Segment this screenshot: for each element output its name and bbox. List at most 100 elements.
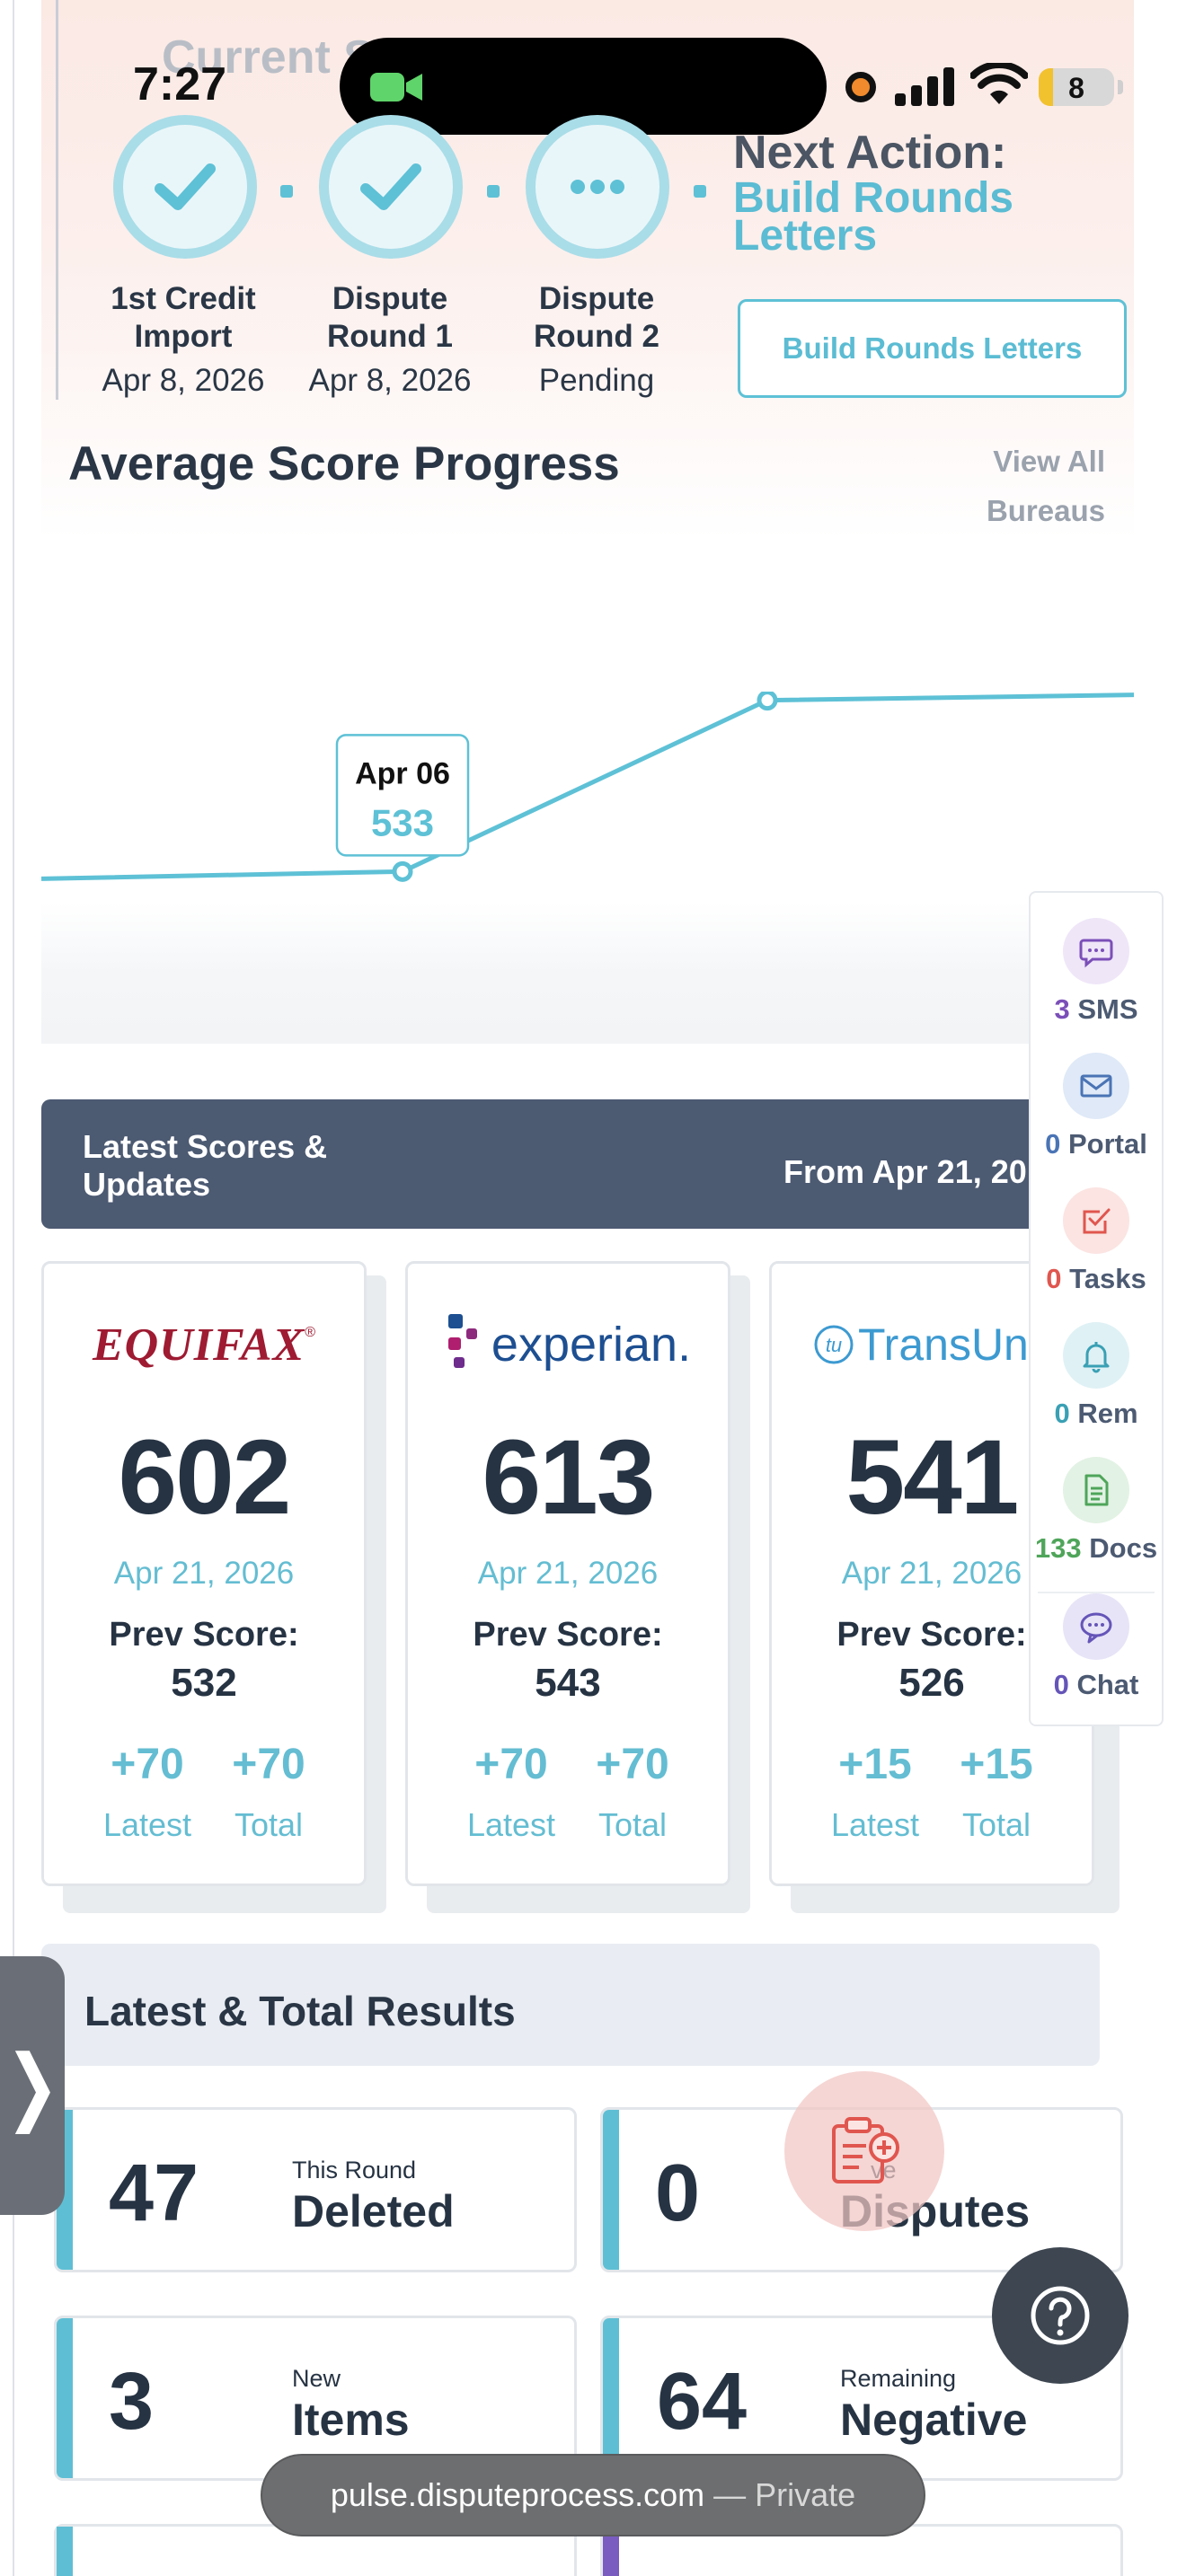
step-2-label: Dispute Round 1 xyxy=(327,281,453,354)
sidebar-expand-toggle[interactable]: ❭ xyxy=(0,1956,66,2215)
data-point[interactable] xyxy=(392,860,413,882)
build-rounds-letters-button[interactable]: Build Rounds Letters xyxy=(738,299,1127,398)
question-circle-icon xyxy=(1031,2286,1090,2345)
help-button[interactable] xyxy=(992,2247,1128,2384)
result-label: Deleted xyxy=(292,2186,455,2236)
docs-action[interactable]: 133 Docs xyxy=(1031,1457,1162,1565)
bureau-card-equifax[interactable]: EQUIFAX ® 602 Apr 21, 2026 Prev Score: 53… xyxy=(41,1261,367,1886)
sms-label: SMS xyxy=(1077,993,1138,1025)
step-connector xyxy=(487,185,500,198)
bureau-score-date: Apr 21, 2026 xyxy=(113,1556,295,1591)
results-title: Latest & Total Results xyxy=(84,1988,516,2034)
bureau-score: 613 xyxy=(482,1418,656,1537)
result-card-new-items[interactable]: 3 New Items xyxy=(54,2316,577,2481)
prev-score-label: Prev Score: xyxy=(473,1616,663,1654)
chat-label: Chat xyxy=(1076,1669,1139,1700)
result-card-deleted[interactable]: 47 This Round Deleted xyxy=(54,2107,577,2272)
battery-tip xyxy=(1118,80,1123,94)
prev-score-value: 526 xyxy=(898,1661,965,1705)
result-label: Items xyxy=(292,2395,410,2445)
clipboard-add-icon xyxy=(832,2117,899,2183)
data-label-date: Apr 06 xyxy=(355,756,450,790)
portal-action[interactable]: 0 Portal xyxy=(1031,1053,1162,1160)
private-mode-label: — Private xyxy=(713,2476,856,2513)
panel-divider xyxy=(56,0,58,400)
prev-score-label: Prev Score: xyxy=(836,1616,1027,1654)
latest-scores-header: Latest Scores & Updates From Apr 21, 20 xyxy=(41,1099,1146,1229)
step-2-check-icon xyxy=(319,115,463,259)
view-all-bureaus-link[interactable]: View All Bureaus xyxy=(986,445,1105,527)
tasks-label: Tasks xyxy=(1069,1263,1146,1294)
total-label: Total xyxy=(234,1806,304,1843)
data-point[interactable] xyxy=(757,692,778,711)
next-action-label: Next Action: xyxy=(733,127,1007,179)
battery-level: 8 xyxy=(1068,72,1084,104)
total-label: Total xyxy=(961,1806,1031,1843)
browser-url-bar[interactable]: pulse.disputeprocess.com — Private xyxy=(261,2454,925,2536)
reminders-count: 0 xyxy=(1054,1398,1070,1429)
step-3-date: Pending xyxy=(538,363,655,398)
step-3-ellipsis-icon xyxy=(526,115,669,259)
tasks-count: 0 xyxy=(1046,1263,1062,1294)
portal-count: 0 xyxy=(1045,1128,1061,1160)
latest-change: +70 xyxy=(474,1741,548,1788)
total-change: +70 xyxy=(232,1741,305,1788)
tooltip-box xyxy=(335,734,470,857)
result-number: 47 xyxy=(109,2148,199,2238)
signal-icon xyxy=(895,67,954,106)
step-connector xyxy=(694,185,706,198)
battery-icon: 8 xyxy=(1039,68,1114,106)
card-accent xyxy=(603,2318,619,2478)
latest-scores-from-date: From Apr 21, 20 xyxy=(783,1153,1027,1190)
section-title: Current S xyxy=(162,31,375,84)
step-2-date: Apr 8, 2026 xyxy=(308,363,472,398)
result-number: 3 xyxy=(109,2357,155,2447)
bureau-score-date: Apr 21, 2026 xyxy=(841,1556,1022,1591)
next-action-value[interactable]: Build Rounds Letters xyxy=(733,174,1013,260)
latest-scores-title: Latest Scores & Updates xyxy=(83,1128,328,1203)
add-document-button[interactable] xyxy=(784,2071,944,2231)
reminders-action[interactable]: 0 Rem xyxy=(1031,1322,1162,1430)
score-progress-title: Average Score Progress xyxy=(68,437,620,490)
panel-separator xyxy=(1038,1592,1155,1593)
tasks-action[interactable]: 0 Tasks xyxy=(1031,1187,1162,1295)
portal-label: Portal xyxy=(1068,1128,1147,1160)
result-caption: New xyxy=(292,2365,341,2392)
step-connector xyxy=(280,185,293,198)
document-icon xyxy=(1063,1457,1129,1523)
docs-count: 133 xyxy=(1034,1532,1082,1564)
step-1-date: Apr 8, 2026 xyxy=(102,363,265,398)
latest-label: Latest xyxy=(102,1806,192,1843)
results-header: Latest & Total Results xyxy=(41,1944,1100,2066)
reminders-label: Rem xyxy=(1077,1398,1138,1429)
result-number: 0 xyxy=(655,2148,701,2238)
checkbox-icon xyxy=(1063,1187,1129,1254)
facetime-camera-icon xyxy=(370,73,422,101)
bureau-score-date: Apr 21, 2026 xyxy=(477,1556,659,1591)
quick-actions-panel: 3 SMS 0 Portal 0 Tasks 0 Rem 133 Docs xyxy=(1029,891,1164,1726)
latest-change: +15 xyxy=(838,1741,912,1788)
latest-label: Latest xyxy=(466,1806,556,1843)
envelope-icon xyxy=(1063,1053,1129,1119)
score-progress-chart: Apr 06533Apr 21585 xyxy=(41,692,1134,882)
svg-text:tu: tu xyxy=(826,1334,842,1356)
sms-count: 3 xyxy=(1054,993,1070,1025)
chat-action[interactable]: 0 Chat xyxy=(1031,1593,1162,1701)
url-domain: pulse.disputeprocess.com xyxy=(330,2476,705,2513)
prev-score-value: 532 xyxy=(171,1661,237,1705)
recording-indicator xyxy=(845,72,876,102)
experian-dots-icon xyxy=(447,1314,477,1368)
sms-action[interactable]: 3 SMS xyxy=(1031,918,1162,1026)
total-label: Total xyxy=(597,1806,668,1843)
card-accent xyxy=(603,2110,619,2270)
result-label: Negative xyxy=(840,2395,1028,2445)
equifax-wordmark: EQUIFAX xyxy=(92,1319,305,1371)
chat-bubble-icon xyxy=(1063,918,1129,984)
prev-score-label: Prev Score: xyxy=(109,1616,299,1654)
latest-label: Latest xyxy=(830,1806,920,1843)
docs-label: Docs xyxy=(1089,1532,1158,1564)
total-change: +70 xyxy=(596,1741,669,1788)
bureau-card-experian[interactable]: experian. 613 Apr 21, 2026 Prev Score: 5… xyxy=(405,1261,730,1886)
bureau-score: 602 xyxy=(118,1418,292,1537)
